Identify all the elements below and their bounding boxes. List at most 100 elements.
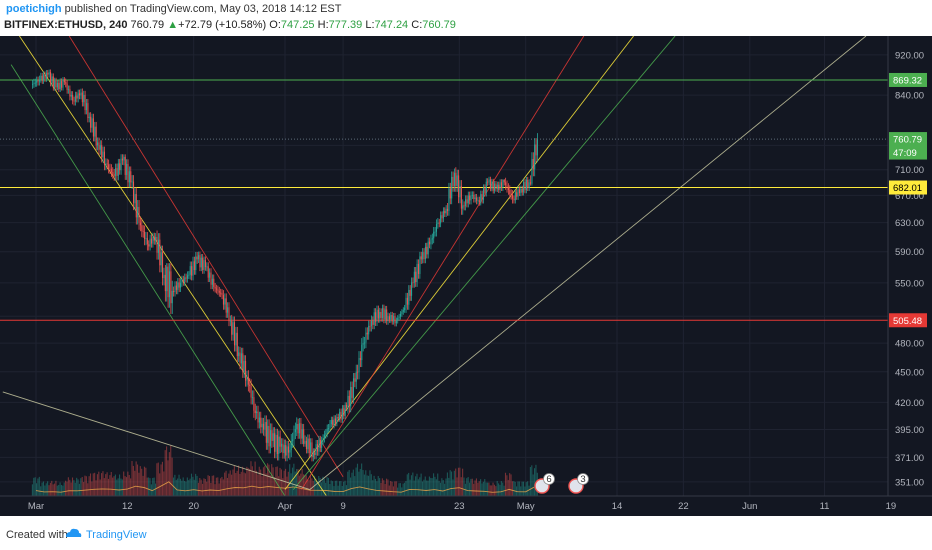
candle-body	[257, 411, 259, 423]
candle-body	[168, 271, 171, 298]
price-tag-label: 869.32	[893, 75, 922, 86]
author-link[interactable]: poetichigh	[6, 3, 62, 15]
volume-bar	[141, 468, 143, 496]
volume-bar	[409, 479, 411, 496]
candle-body	[500, 182, 503, 188]
volume-bar	[206, 481, 208, 496]
candle-body	[283, 445, 285, 453]
candle-body	[292, 439, 294, 441]
volume-bar	[427, 480, 429, 496]
candle-body	[473, 194, 475, 199]
chart-area[interactable]: 6 3 351.00 371.00 395.00 420.00 450.00 480.00 5…	[0, 36, 932, 516]
candle-body	[528, 182, 530, 188]
candle-body	[196, 256, 198, 260]
volume-bar	[311, 478, 313, 496]
volume-bar	[240, 471, 242, 496]
volume-bar	[326, 477, 328, 496]
volume-bar	[179, 478, 181, 496]
volume-bar	[52, 484, 54, 496]
volume-bar	[514, 481, 516, 496]
candle-body	[269, 430, 272, 447]
candle-body	[171, 290, 173, 304]
candle-body	[155, 236, 157, 241]
event-count-label: 6	[546, 474, 551, 485]
volume-bar	[334, 480, 336, 496]
candle-body	[211, 278, 213, 285]
volume-bar	[341, 485, 343, 496]
volume-bar	[287, 471, 289, 496]
candle-body	[200, 257, 202, 268]
candle-body	[220, 292, 222, 294]
candle-body	[243, 360, 245, 372]
candle-body	[477, 200, 479, 202]
candle-body	[334, 418, 337, 423]
volume-bar	[184, 480, 186, 496]
candle-body	[150, 238, 153, 244]
volume-bar	[231, 474, 233, 496]
time-tick-label: 14	[612, 501, 623, 512]
candle-body	[377, 309, 379, 319]
candle-body	[188, 274, 190, 276]
candle-body	[126, 163, 128, 175]
tradingview-brand[interactable]: TradingView	[86, 529, 147, 541]
candle-body	[80, 92, 82, 96]
volume-bar	[44, 485, 46, 496]
volume-bar	[51, 480, 53, 496]
volume-bar	[344, 480, 346, 496]
volume-bar	[124, 476, 126, 496]
volume-bar	[435, 479, 437, 496]
candle-body	[369, 325, 371, 327]
candle-body	[221, 293, 223, 296]
chart-header: poetichigh published on TradingView.com,…	[0, 0, 932, 34]
candle-body	[301, 429, 303, 439]
volume-bar	[376, 481, 378, 496]
candle-body	[231, 320, 233, 335]
volume-bar	[437, 473, 439, 496]
candle-body	[215, 288, 218, 290]
volume-bar	[433, 473, 435, 496]
candle-body	[198, 255, 200, 260]
candle-body	[213, 278, 215, 287]
volume-bar	[135, 461, 137, 496]
volume-bar	[499, 484, 501, 496]
candle-body	[90, 116, 92, 128]
candle-body	[156, 236, 158, 253]
candle-body	[510, 193, 512, 195]
candle-body	[323, 434, 325, 439]
candle-body	[240, 353, 242, 364]
candle-body	[229, 320, 231, 322]
candle-body	[308, 438, 310, 454]
price-chart[interactable]: 6 3 351.00 371.00 395.00 420.00 450.00 480.00 5…	[0, 36, 932, 516]
volume-bar	[415, 476, 417, 496]
candle-body	[191, 266, 193, 276]
candle-body	[467, 195, 469, 204]
candle-body	[81, 92, 83, 103]
volume-bar	[330, 480, 332, 496]
trend-line	[10, 64, 286, 497]
volume-bar	[484, 479, 486, 496]
candle-body	[424, 246, 426, 260]
volume-bar	[325, 482, 327, 496]
candle-body	[109, 168, 111, 170]
symbol-label[interactable]: BITFINEX:ETHUSD, 240	[4, 19, 128, 31]
candle-body	[462, 205, 464, 209]
candle-body	[304, 440, 306, 444]
candle-body	[459, 185, 461, 198]
volume-bar	[421, 481, 424, 496]
candle-body	[503, 179, 505, 183]
candle-body	[238, 352, 240, 357]
candle-body	[476, 197, 478, 201]
volume-bar	[457, 467, 460, 496]
volume-bar	[365, 470, 367, 496]
volume-bar	[106, 472, 108, 496]
volume-bar	[283, 470, 285, 496]
candle-body	[99, 145, 101, 150]
volume-bar	[390, 480, 392, 496]
volume-bar	[88, 476, 90, 496]
candle-body	[59, 81, 61, 90]
candle-body	[416, 263, 418, 283]
candle-body	[285, 445, 287, 456]
candle-body	[264, 421, 266, 430]
price-tick-label: 920.00	[895, 50, 924, 61]
candle-body	[314, 452, 316, 456]
